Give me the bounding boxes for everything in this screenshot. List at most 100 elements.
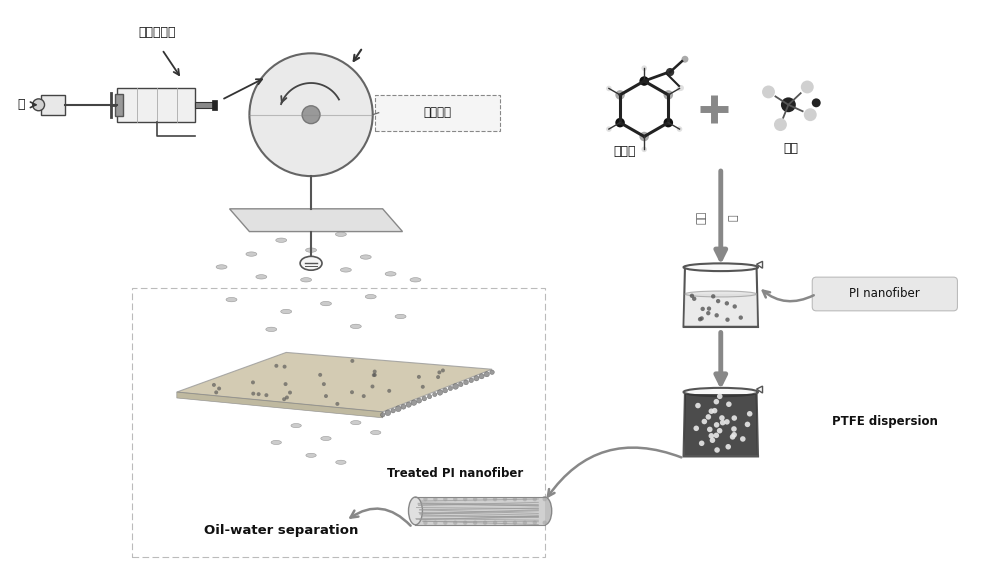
Circle shape [217,387,221,391]
Circle shape [747,411,752,417]
Circle shape [714,313,719,318]
Circle shape [251,391,255,395]
Circle shape [666,68,674,76]
Circle shape [709,408,714,414]
Circle shape [533,521,537,525]
Circle shape [251,380,255,384]
Circle shape [523,521,527,525]
Ellipse shape [684,263,758,271]
Circle shape [372,373,376,377]
Polygon shape [757,261,763,269]
Circle shape [443,497,447,501]
Circle shape [464,380,468,385]
Polygon shape [684,294,757,326]
Circle shape [606,126,612,132]
Ellipse shape [300,256,322,270]
Circle shape [731,415,737,421]
Polygon shape [271,441,281,445]
Circle shape [436,375,440,379]
Circle shape [322,382,326,386]
Circle shape [781,97,796,112]
Text: Oil-water separation: Oil-water separation [204,524,358,537]
Circle shape [707,307,711,311]
Ellipse shape [538,497,552,525]
Polygon shape [306,453,316,457]
Polygon shape [360,255,371,259]
Polygon shape [276,238,287,242]
Circle shape [720,420,725,425]
Polygon shape [230,209,403,232]
Circle shape [762,85,775,98]
Circle shape [459,382,463,387]
Circle shape [473,521,477,525]
Circle shape [804,108,817,121]
Circle shape [707,426,713,432]
Circle shape [801,81,814,94]
Circle shape [639,76,649,86]
Circle shape [714,422,719,428]
Circle shape [733,304,737,309]
Polygon shape [340,268,351,272]
Bar [41,95,65,115]
Circle shape [395,406,401,412]
Circle shape [725,301,729,305]
Circle shape [391,408,395,413]
Circle shape [433,521,438,525]
Polygon shape [365,294,376,299]
Ellipse shape [685,291,757,297]
Circle shape [639,132,649,141]
Circle shape [731,426,737,432]
Polygon shape [266,327,277,332]
Circle shape [678,85,684,91]
Circle shape [664,118,673,128]
Circle shape [533,497,537,501]
Circle shape [423,497,428,501]
Circle shape [719,415,725,421]
Circle shape [725,318,730,322]
Polygon shape [336,460,346,464]
Circle shape [433,393,437,397]
FancyBboxPatch shape [375,95,500,130]
Polygon shape [256,275,267,279]
Circle shape [699,316,704,321]
Circle shape [474,376,479,381]
Text: 聚合物溶液: 聚合物溶液 [138,26,176,39]
Text: 氨水: 氨水 [783,142,798,155]
Circle shape [699,441,704,446]
Circle shape [709,433,714,439]
Circle shape [730,434,735,440]
Circle shape [257,392,261,396]
Polygon shape [757,386,763,393]
Polygon shape [385,271,396,276]
Circle shape [717,428,722,433]
Circle shape [423,521,428,525]
Circle shape [681,56,688,63]
Circle shape [774,118,787,131]
Circle shape [406,402,411,407]
Polygon shape [177,352,492,412]
Circle shape [702,419,707,424]
Polygon shape [306,248,317,252]
Circle shape [664,90,673,99]
Circle shape [701,307,705,311]
Polygon shape [291,424,301,428]
Bar [195,102,213,108]
Polygon shape [281,309,292,314]
Text: 多巴胺: 多巴胺 [613,145,636,158]
Bar [117,88,195,122]
Circle shape [490,370,494,374]
Ellipse shape [409,497,422,525]
Circle shape [335,402,339,406]
Circle shape [437,370,441,374]
Circle shape [690,294,694,298]
Circle shape [443,521,447,525]
Circle shape [725,444,731,449]
Circle shape [677,85,682,91]
Circle shape [284,382,288,386]
Polygon shape [216,265,227,269]
Circle shape [523,497,527,501]
Circle shape [385,410,391,415]
Circle shape [503,497,507,501]
Circle shape [677,126,682,132]
Polygon shape [321,301,331,306]
